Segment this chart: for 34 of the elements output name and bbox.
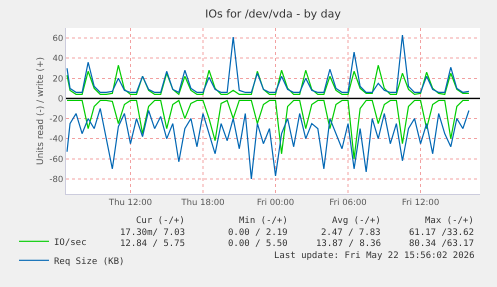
y-tick-label: -60 bbox=[49, 154, 64, 165]
x-tick-label: Fri 06:00 bbox=[329, 198, 367, 208]
y-tick-label: -80 bbox=[49, 174, 64, 185]
x-tick-label: Thu 12:00 bbox=[108, 198, 152, 208]
y-tick-label: -20 bbox=[49, 114, 64, 125]
y-tick-label: 0 bbox=[58, 94, 64, 104]
text: 12.84 / 5.75 bbox=[120, 239, 186, 249]
line-series bbox=[66, 100, 470, 160]
text: Min (-/+) bbox=[239, 216, 288, 226]
text: 13.87 / 8.36 bbox=[316, 239, 382, 249]
y-tick-label: 60 bbox=[52, 34, 64, 44]
text: Cur (-/+) bbox=[136, 216, 185, 226]
text: 61.17 /33.62 bbox=[409, 228, 474, 238]
y-axis-title: Units read (-) / write (+) bbox=[36, 56, 46, 166]
text: 0.00 / 2.19 bbox=[228, 228, 288, 238]
text: Max (-/+) bbox=[425, 216, 474, 226]
text: Last update: Fri May 22 15:56:02 2026 bbox=[274, 251, 474, 261]
x-tick-label: Thu 18:00 bbox=[180, 198, 225, 208]
chart-title: IOs for /dev/vda - by day bbox=[205, 8, 342, 21]
line-series bbox=[66, 108, 470, 180]
text: 17.30m/ 7.03 bbox=[120, 228, 186, 238]
line-series bbox=[66, 64, 470, 95]
x-tick-label: Fri 00:00 bbox=[256, 198, 294, 208]
line-series bbox=[66, 34, 470, 93]
x-tick-label: Fri 12:00 bbox=[402, 198, 440, 208]
y-tick-label: 20 bbox=[52, 74, 64, 84]
y-tick-label: -40 bbox=[49, 134, 64, 145]
text: 2.47 / 7.83 bbox=[321, 228, 381, 238]
y-tick-label: 40 bbox=[52, 54, 64, 64]
text: 0.00 / 5.50 bbox=[228, 239, 288, 249]
legend-label: IO/sec bbox=[54, 238, 87, 248]
text: 80.34 /63.17 bbox=[409, 239, 474, 249]
legend-label: Req Size (KB) bbox=[54, 256, 124, 267]
text: Avg (-/+) bbox=[332, 216, 381, 226]
